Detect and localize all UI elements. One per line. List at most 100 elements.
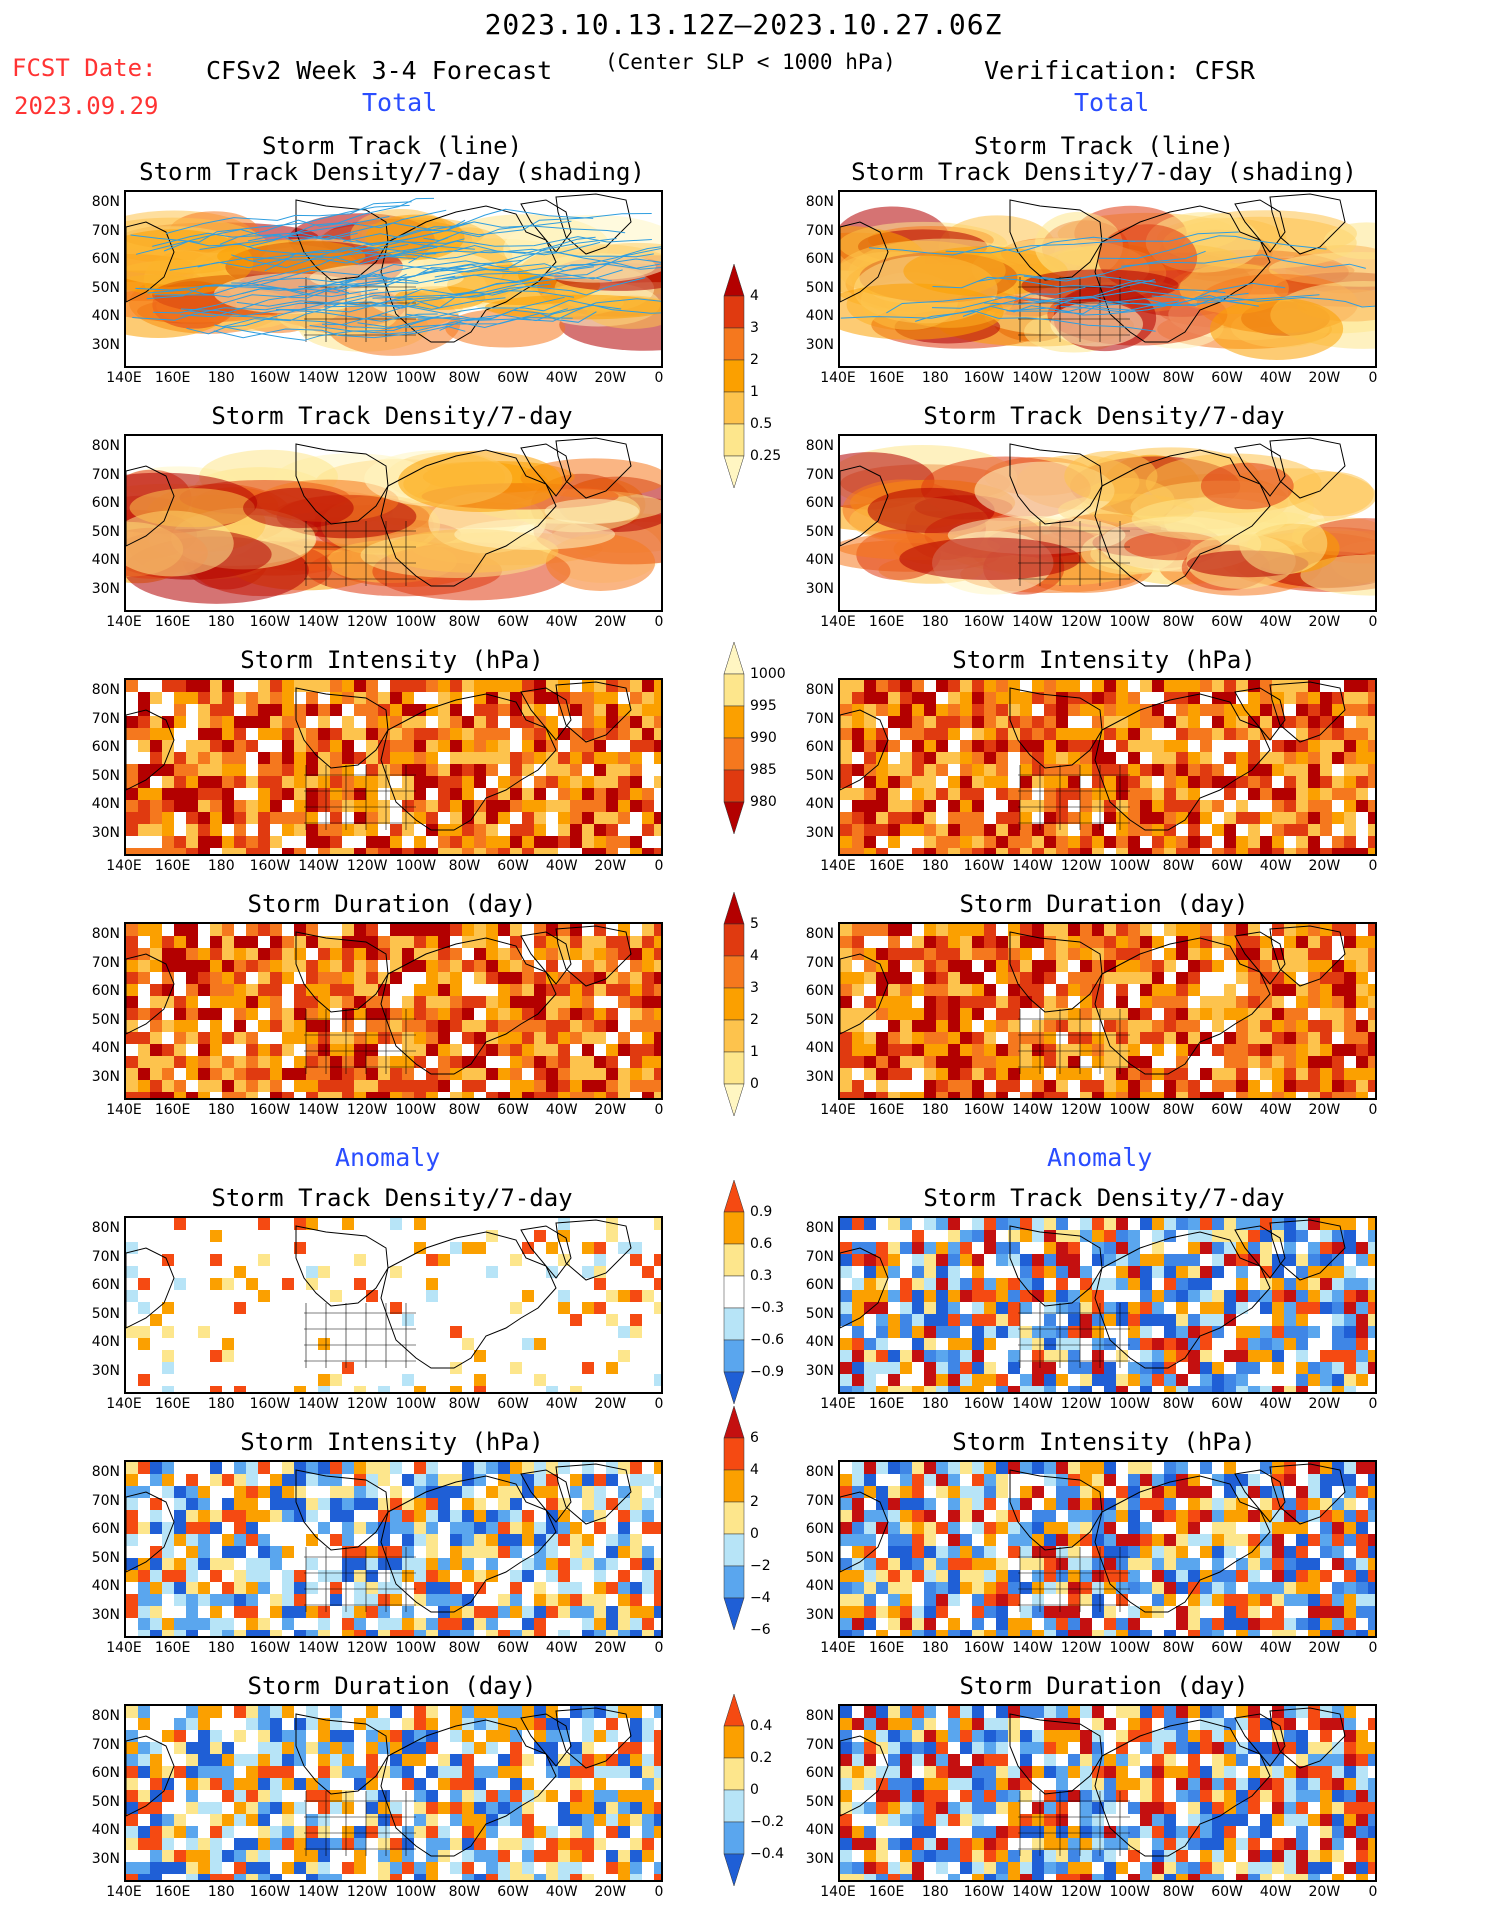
colorbar-label: 0.9 [750, 1204, 773, 1220]
lon-tick-label: 40W [1259, 614, 1292, 630]
map-intensity-anomaly-verification [838, 1460, 1377, 1638]
lon-tick-label: 40W [545, 370, 578, 386]
lon-tick-label: 40W [545, 1396, 578, 1412]
lon-tick-label: 80W [1162, 858, 1195, 874]
panel-title-track-shading-left: Storm Track Density/7-day (shading) [139, 158, 645, 186]
colorbar-label: 3 [750, 980, 759, 996]
lat-tick-label: 40N [91, 1822, 120, 1838]
lat-tick-label: 80N [91, 194, 120, 210]
lon-tick-label: 60W [497, 1396, 529, 1412]
lon-tick-label: 100W [395, 614, 437, 630]
colorbar-segment [723, 327, 745, 361]
map-density-verification [838, 434, 1377, 612]
lon-tick-label: 0 [654, 1640, 664, 1656]
colorbar-segment [723, 1853, 745, 1887]
lat-tick-label: 60N [805, 983, 834, 999]
lon-tick-label: 20W [594, 1640, 627, 1656]
lat-tick-label: 70N [91, 466, 120, 483]
lon-tick-label: 140E [820, 1884, 856, 1900]
lon-tick-label: 40W [1259, 1102, 1292, 1118]
lat-tick-label: 70N [91, 1736, 120, 1753]
anomaly-label-left: Anomaly [335, 1143, 441, 1172]
colorbar-segment [723, 737, 745, 771]
lon-tick-label: 160W [963, 1102, 1005, 1118]
colorbar-segment [723, 1051, 745, 1085]
colorbar-segment [723, 1693, 745, 1727]
lat-tick-label: 40N [91, 796, 120, 812]
lon-tick-label: 0 [1368, 1396, 1378, 1412]
colorbar-segment [723, 1789, 745, 1823]
lon-tick-label: 20W [594, 1102, 627, 1118]
colorbar-segment [723, 891, 745, 925]
colorbar-segment [723, 1565, 745, 1599]
lat-tick-label: 70N [91, 954, 120, 971]
lon-tick-label: 160W [963, 614, 1005, 630]
lon-tick-label: 80W [448, 370, 481, 386]
lon-tick-label: 180 [921, 1102, 949, 1118]
map-duration-anomaly-verification [838, 1704, 1377, 1882]
colorbar-segment [723, 1597, 745, 1631]
colorbar-label: 0.5 [750, 416, 773, 432]
lat-tick-label: 40N [805, 1578, 834, 1594]
lon-tick-label: 140E [820, 614, 856, 630]
colorbar-segment [723, 705, 745, 739]
lat-tick-label: 60N [91, 251, 120, 267]
lon-tick-label: 20W [1308, 858, 1341, 874]
colorbar-label: 2 [750, 1012, 759, 1028]
lon-tick-label: 140E [106, 614, 142, 630]
lon-tick-label: 20W [1308, 1396, 1341, 1412]
colorbar-label: 4 [750, 948, 759, 964]
lon-tick-label: 80W [448, 614, 481, 630]
colorbar-label: 2 [750, 1494, 759, 1510]
lon-tick-label: 60W [497, 1884, 529, 1900]
map-density-forecast [124, 434, 663, 612]
lon-tick-label: 120W [1060, 1640, 1102, 1656]
lon-tick-label: 160E [154, 370, 191, 386]
lon-tick-label: 100W [1109, 1102, 1151, 1118]
lat-tick-label: 60N [805, 1765, 834, 1781]
lat-tick-label: 50N [91, 767, 120, 784]
lon-tick-label: 40W [545, 1102, 578, 1118]
panel-title-duration-anom-left: Storm Duration (day) [247, 1672, 537, 1700]
lon-tick-label: 0 [654, 1102, 664, 1118]
lat-tick-label: 80N [805, 194, 834, 210]
lon-tick-label: 60W [1211, 1396, 1243, 1412]
lon-tick-label: 140W [298, 1396, 339, 1412]
colorbar-label: 0.25 [750, 448, 782, 464]
colorbar-label: 0.4 [750, 1718, 773, 1734]
lon-tick-label: 180 [921, 1884, 949, 1900]
lon-tick-label: 180 [921, 1396, 949, 1412]
map-duration-verification [838, 922, 1377, 1100]
lon-tick-label: 20W [594, 370, 627, 386]
lat-tick-label: 60N [91, 495, 120, 511]
lon-tick-label: 160W [249, 858, 291, 874]
lon-tick-label: 180 [207, 858, 235, 874]
map-density-anomaly-forecast [124, 1216, 663, 1394]
lat-tick-label: 70N [805, 466, 834, 483]
lon-tick-label: 100W [395, 858, 437, 874]
lon-tick-label: 120W [346, 370, 388, 386]
lon-tick-label: 60W [1211, 1640, 1243, 1656]
lat-tick-label: 70N [805, 710, 834, 727]
lon-tick-label: 40W [545, 1640, 578, 1656]
verification-title: Verification: CFSR [984, 56, 1255, 85]
lon-tick-label: 140W [1012, 1396, 1053, 1412]
lon-tick-label: 160W [963, 858, 1005, 874]
lon-tick-label: 40W [1259, 858, 1292, 874]
lon-tick-label: 140W [1012, 858, 1053, 874]
lon-tick-label: 160W [963, 370, 1005, 386]
lat-tick-label: 80N [91, 926, 120, 942]
lat-tick-label: 30N [805, 1362, 834, 1379]
lon-tick-label: 40W [545, 1884, 578, 1900]
lon-tick-label: 120W [1060, 858, 1102, 874]
lon-tick-label: 140W [298, 1102, 339, 1118]
lon-tick-label: 20W [594, 1396, 627, 1412]
colorbar-duration-anomaly: 0.4 0.2 0 −0.2 −0.4 [722, 1692, 784, 1892]
lat-tick-label: 50N [91, 1305, 120, 1322]
total-label-right: Total [1074, 88, 1150, 117]
colorbar-label: 0 [750, 1782, 759, 1798]
lon-tick-label: 80W [448, 1102, 481, 1118]
lon-tick-label: 60W [497, 858, 529, 874]
lon-tick-label: 80W [1162, 1396, 1195, 1412]
colorbar-label: −6 [750, 1622, 771, 1638]
